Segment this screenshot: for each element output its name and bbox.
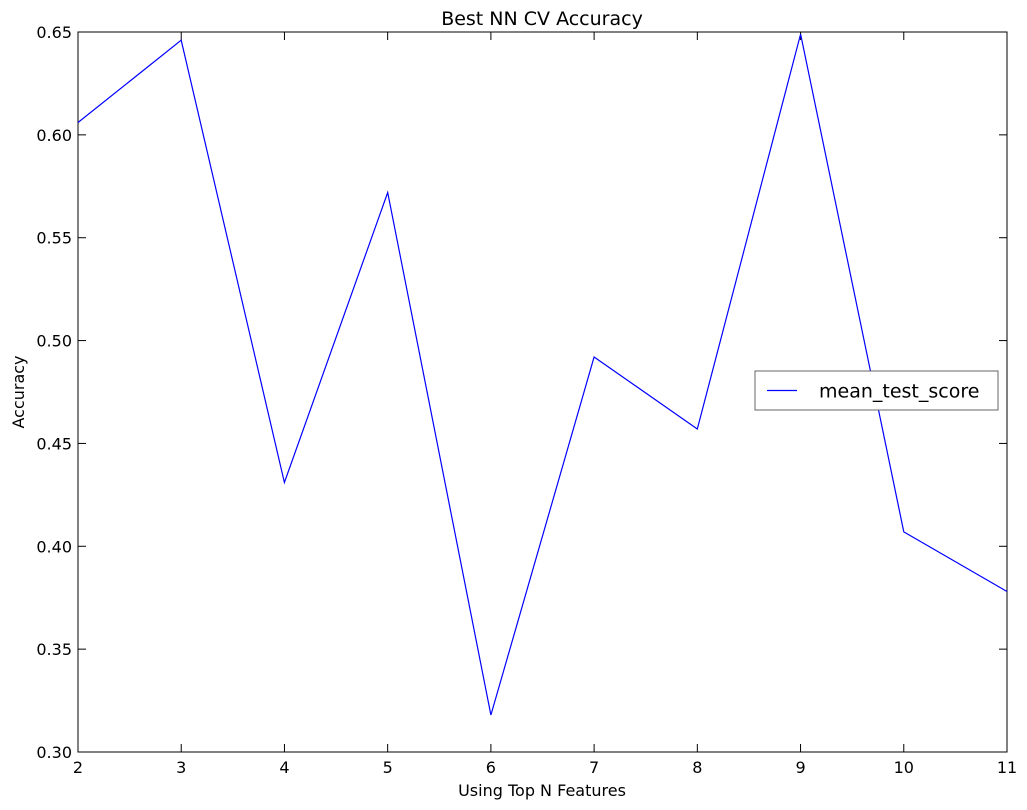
x-tick-label: 11 [997,758,1017,777]
x-tick-label: 2 [73,758,83,777]
x-tick-label: 3 [176,758,186,777]
x-tick-label: 8 [692,758,702,777]
y-tick-label: 0.55 [36,229,72,248]
series-line-mean_test_score [77,33,1008,716]
y-tick-label: 0.30 [36,743,72,762]
y-tick-label: 0.35 [36,640,72,659]
x-tick-label: 4 [279,758,289,777]
chart-title: Best NN CV Accuracy [441,8,643,30]
x-tick-label: 9 [795,758,805,777]
y-tick-label: 0.65 [36,23,72,42]
plot-area: 2 3 4 5 6 7 8 9 10 11 0.30 0.35 0.40 0.45 0.50 0.55 0.60… [36,23,1017,777]
plot-frame [77,31,1008,753]
x-tick-label: 6 [486,758,496,777]
legend-label: mean_test_score [819,381,979,403]
x-tick-label: 7 [589,758,599,777]
y-axis-label: Accuracy [9,355,28,428]
x-tick-label: 5 [383,758,393,777]
x-tick-label: 10 [894,758,914,777]
y-tick-label: 0.40 [36,537,72,556]
x-axis-label: Using Top N Features [458,781,626,800]
y-tick-label: 0.45 [36,434,72,453]
y-tick-label: 0.60 [36,126,72,145]
y-tick-label: 0.50 [36,332,72,351]
